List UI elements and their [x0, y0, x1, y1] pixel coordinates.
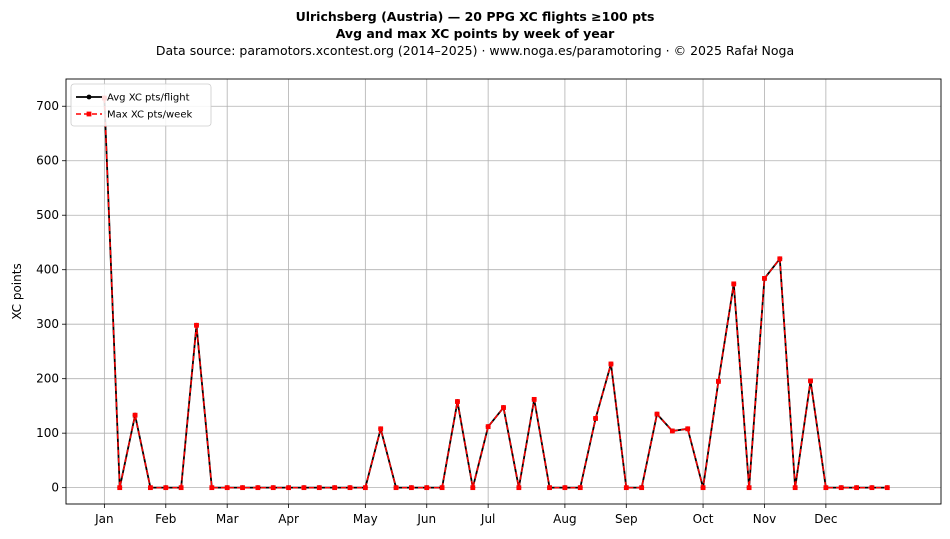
- y-tick-label: 500: [36, 208, 59, 222]
- point-max: [455, 399, 460, 404]
- point-max: [762, 276, 767, 281]
- point-max: [301, 485, 307, 491]
- point-max: [700, 485, 706, 491]
- x-tick-label: Feb: [155, 512, 176, 526]
- point-max: [393, 485, 399, 491]
- point-max: [347, 485, 353, 491]
- point-max: [654, 411, 660, 417]
- point-max: [746, 485, 752, 491]
- point-max: [163, 485, 169, 491]
- x-tick-label: Nov: [753, 512, 776, 526]
- y-tick-label: 700: [36, 99, 59, 113]
- point-max: [823, 485, 829, 491]
- point-max: [117, 485, 123, 491]
- point-max: [731, 281, 737, 287]
- point-max: [194, 322, 199, 328]
- legend-label-max: Max XC pts/week: [107, 110, 192, 121]
- point-max: [685, 426, 691, 432]
- point-max: [838, 485, 844, 491]
- y-tick-label: 300: [36, 317, 59, 331]
- point-max: [531, 396, 537, 402]
- point-max: [470, 485, 476, 491]
- y-tick-label: 0: [51, 481, 59, 495]
- point-max: [501, 405, 506, 410]
- point-max: [608, 361, 614, 367]
- point-max: [777, 256, 783, 262]
- point-max: [255, 485, 261, 491]
- point-max: [209, 485, 215, 491]
- point-max: [178, 485, 184, 491]
- x-tick-label: Dec: [814, 512, 837, 526]
- axes: 0 100 200 300 400 500 600 700 Jan Feb Mar Apr May Jun…: [36, 78, 942, 526]
- point-max: [148, 485, 153, 491]
- y-tick-label: 200: [36, 372, 59, 386]
- y-axis-label: XC points: [10, 263, 24, 319]
- plot-frame: [65, 78, 942, 505]
- legend-marker-avg: [86, 94, 92, 100]
- point-max: [224, 485, 230, 491]
- series-line-max: [103, 98, 888, 489]
- point-max: [547, 485, 552, 491]
- y-tick-label: 600: [36, 154, 59, 168]
- point-max: [669, 428, 675, 434]
- x-tick-label: Jun: [416, 512, 436, 526]
- series-line-avg: [103, 98, 888, 489]
- point-max: [378, 426, 384, 432]
- point-max: [408, 485, 414, 491]
- x-tick-label: Sep: [615, 512, 638, 526]
- point-max: [639, 485, 645, 491]
- point-max: [516, 485, 522, 491]
- point-max: [884, 485, 890, 491]
- y-tick-label: 100: [36, 426, 59, 440]
- grid-lines: [66, 79, 941, 504]
- point-max: [439, 485, 445, 491]
- point-max: [286, 485, 291, 491]
- point-max: [869, 485, 875, 491]
- chart-subtitle: Data source: paramotors.xcontest.org (20…: [155, 43, 795, 58]
- point-max: [593, 416, 599, 421]
- point-max: [240, 485, 245, 491]
- point-max: [424, 485, 430, 491]
- legend: Avg XC pts/flight Max XC pts/week: [70, 83, 212, 127]
- x-tick-label: Apr: [278, 512, 299, 526]
- point-max: [485, 424, 491, 430]
- legend-label-avg: Avg XC pts/flight: [107, 93, 190, 104]
- point-max: [316, 485, 322, 491]
- x-tick-label: May: [353, 512, 378, 526]
- chart-title: Ulrichsberg (Austria) — 20 PPG XC flight…: [295, 9, 655, 24]
- point-max: [332, 485, 338, 491]
- point-max: [577, 485, 583, 491]
- point-max: [716, 379, 721, 384]
- point-max: [270, 485, 276, 491]
- legend-box: [70, 83, 212, 127]
- x-tick-label: Jul: [480, 512, 495, 526]
- chart-title-block: Ulrichsberg (Austria) — 20 PPG XC flight…: [0, 8, 950, 59]
- series-layer: [101, 95, 890, 491]
- x-tick-label: Jan: [94, 512, 114, 526]
- point-max: [854, 485, 859, 491]
- point-max: [132, 412, 138, 418]
- point-max: [808, 378, 813, 384]
- point-max: [562, 485, 568, 491]
- legend-marker-max: [86, 111, 92, 117]
- point-max: [792, 485, 798, 491]
- chart-title-line2: Avg and max XC points by week of year: [335, 26, 615, 41]
- point-max: [362, 485, 368, 491]
- point-max: [623, 485, 629, 491]
- x-tick-label: Aug: [553, 512, 576, 526]
- x-tick-label: Mar: [216, 512, 239, 526]
- x-tick-label: Oct: [693, 512, 714, 526]
- y-tick-label: 400: [36, 263, 59, 277]
